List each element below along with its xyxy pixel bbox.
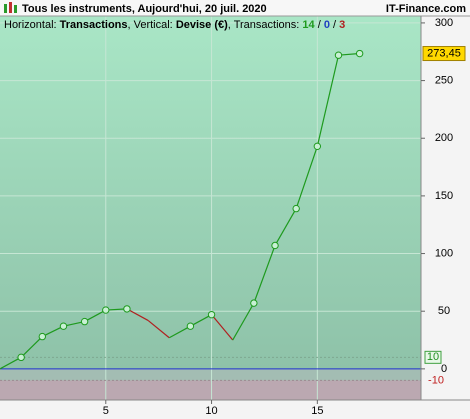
separator: / [317,19,321,31]
point [123,305,131,313]
line-segment [295,146,318,209]
plot [0,16,421,400]
line-segment [42,325,64,338]
value-label: 273,45 [427,47,461,59]
plot-area [0,16,421,400]
label: , Vertical: [127,19,173,31]
wins: 14 [302,19,315,31]
line-segment [274,208,297,246]
zone-label: -10 [428,374,444,386]
value: Devise (€) [175,19,228,31]
line-segment [190,314,212,327]
line-segment [126,308,149,321]
y-tick-label: 300 [435,17,453,29]
zone-label: 10 [427,351,439,363]
y-tick-label: 50 [438,305,450,317]
label: , Transactions: [227,19,300,31]
point [59,322,68,330]
app-icon [4,2,17,13]
line-segment [147,319,170,339]
point [313,142,322,151]
point [355,49,364,58]
point [250,299,258,307]
point [102,306,110,314]
line-segment [253,245,276,304]
brand: IT-Finance.com [386,3,466,15]
line-segment [84,309,107,323]
point [186,322,195,330]
label: Horizontal: [4,19,57,31]
loss-zone [0,380,421,400]
y-tick-label: 100 [435,247,453,259]
x-tick-label: 10 [205,405,217,417]
point [271,241,279,250]
title-bar [0,0,470,16]
subtitle: Horizontal: Transactions, Vertical: Devi… [4,18,345,32]
line-segment [232,302,255,341]
zone-label-box [424,350,442,364]
line-segment [0,356,22,370]
point [17,353,25,362]
losses: 3 [339,19,346,31]
line-segment [211,314,234,341]
point [207,310,216,319]
value-label-box [422,46,466,62]
y-tick-label: 200 [435,132,453,144]
x-tick-label: 15 [311,405,323,417]
point [38,332,47,341]
point [292,204,300,213]
separator: / [333,19,337,31]
flat: 0 [323,19,330,31]
line-segment [20,336,43,358]
y-tick-label: 0 [441,363,447,375]
line-segment [316,55,340,147]
line-segment [168,325,191,339]
y-tick-label: 150 [435,190,453,202]
point [80,317,89,326]
value: Transactions [59,19,128,31]
x-tick-label: 5 [103,405,109,417]
point [334,51,343,59]
chart-title: Tous les instruments, Aujourd'hui, 20 ju… [22,3,267,15]
neutral-zone [0,368,421,381]
y-tick-label: 250 [435,74,453,86]
